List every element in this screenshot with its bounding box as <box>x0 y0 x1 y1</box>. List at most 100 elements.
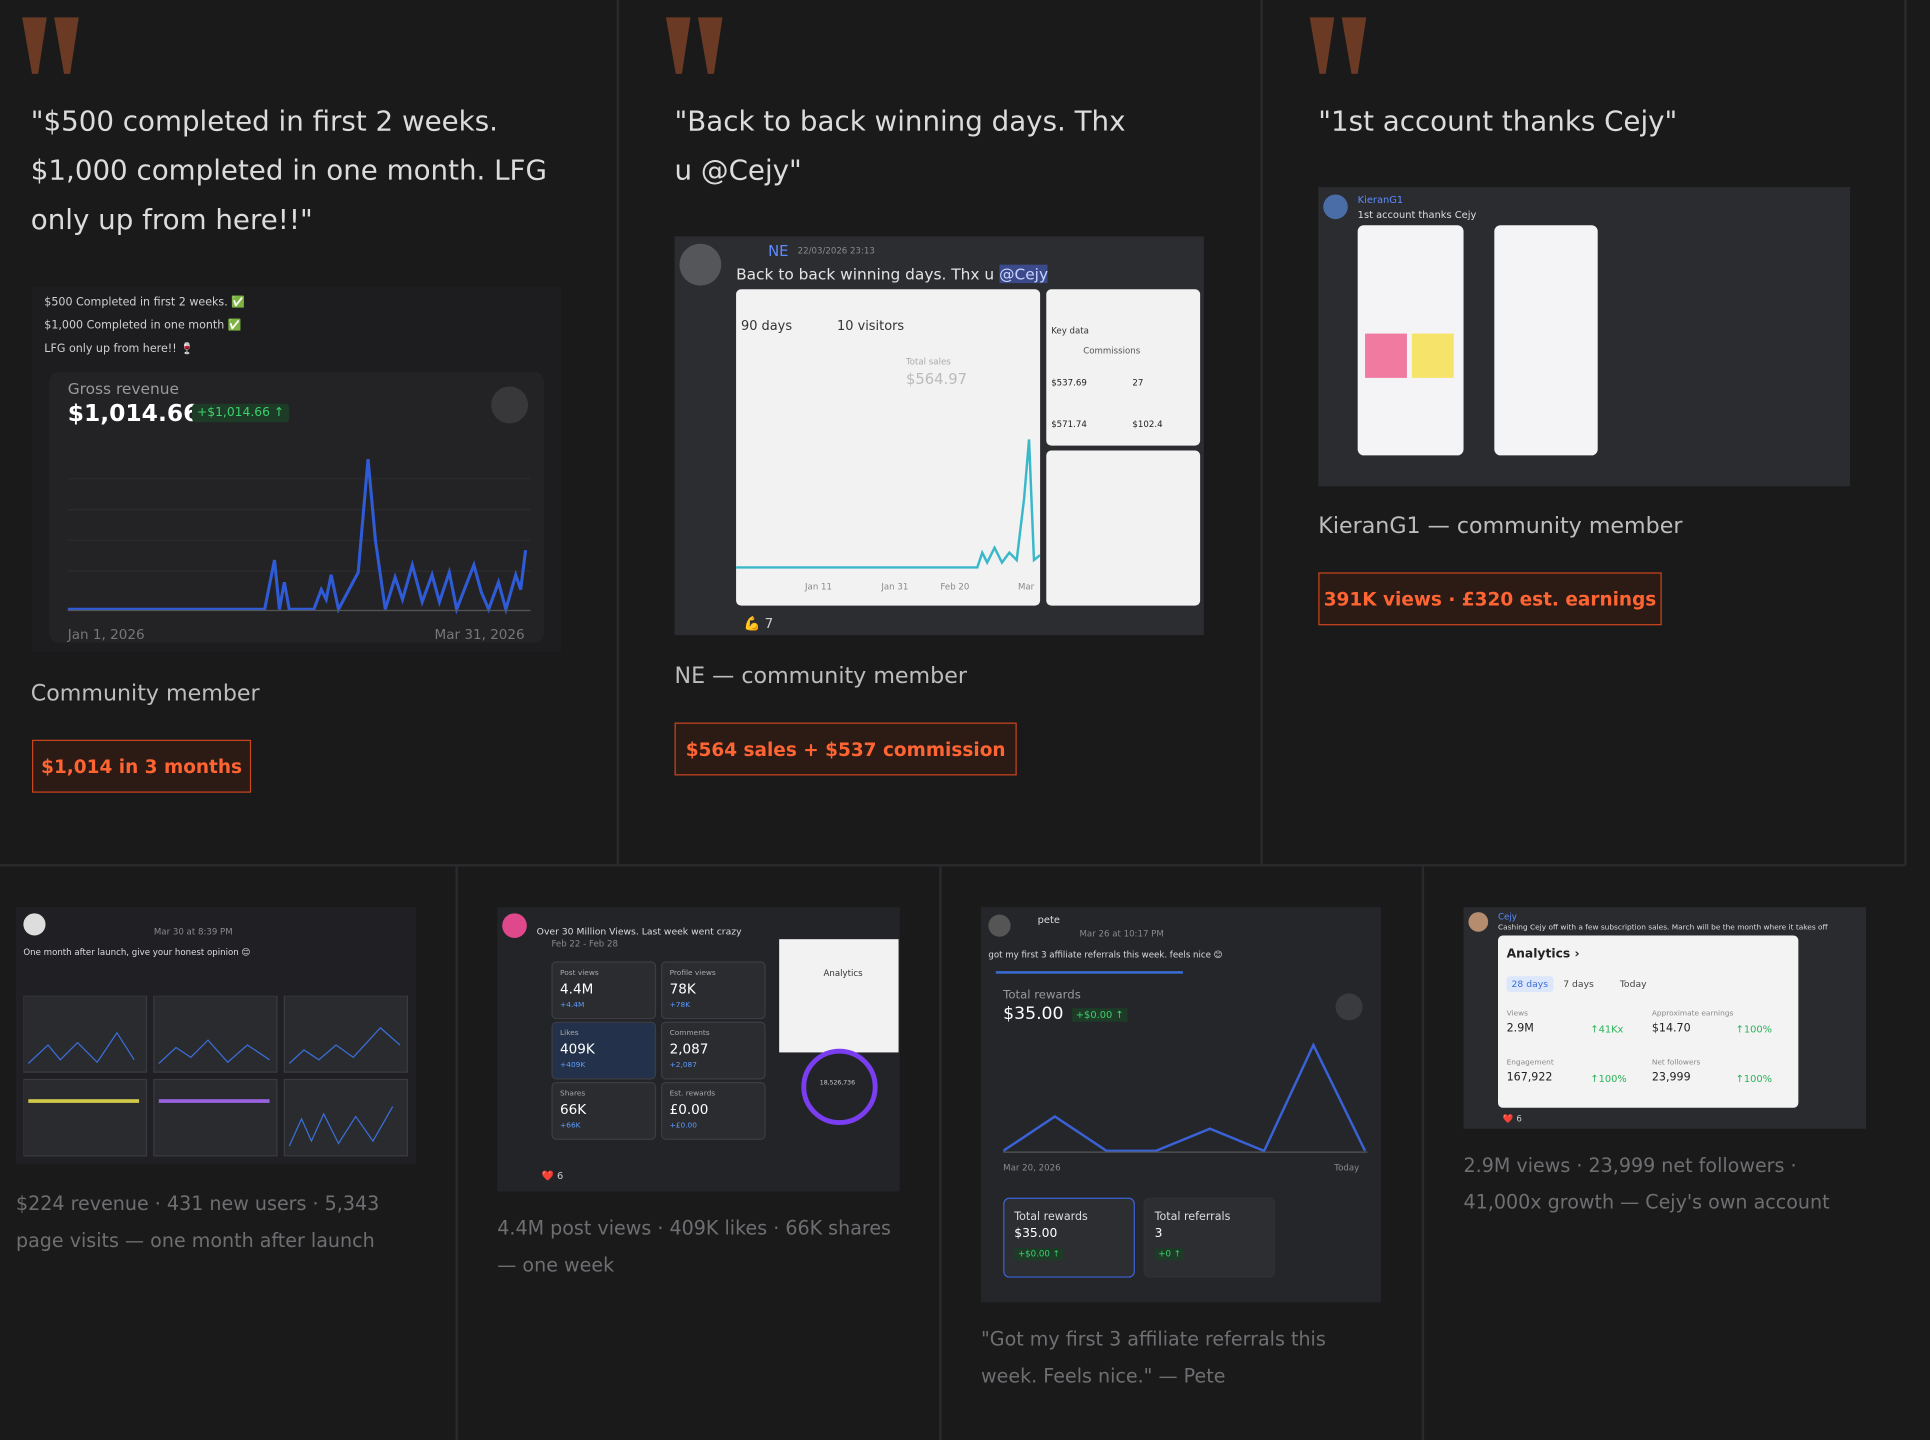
card: Total rewards $35.00 +$0.00 ↑ <box>1003 1197 1135 1278</box>
screenshot: KieranG1 1st account thanks Cejy <box>1318 187 1851 487</box>
text: LFG only up from here!! 🍷 <box>44 343 194 356</box>
delta: ↑100% <box>1735 1073 1772 1085</box>
tile: Est. rewards £0.00 +£0.00 <box>660 1081 766 1140</box>
screenshot: $500 Completed in first 2 weeks. ✅ $1,00… <box>32 286 562 653</box>
value: 4.4M <box>560 981 594 998</box>
delta: +0 ↑ <box>1154 1248 1185 1261</box>
badge: $1,014 in 3 months <box>32 739 252 793</box>
value: $14.70 <box>1651 1022 1691 1036</box>
label: Key data <box>1051 326 1089 337</box>
tab: 28 days <box>1506 976 1553 993</box>
time: 22/03/2026 23:13 <box>797 246 875 257</box>
value: $35.00 <box>1003 1004 1064 1025</box>
delta: +$1,014.66 ↑ <box>192 403 290 423</box>
user: Cejy <box>1498 912 1517 922</box>
badge: $564 sales + $537 commission <box>674 722 1017 776</box>
avatar <box>1323 194 1348 220</box>
divider <box>455 865 458 1440</box>
phone-image <box>1357 225 1464 456</box>
count: 6 <box>557 1170 564 1182</box>
badge: 391K views · £320 est. earnings <box>1318 572 1662 626</box>
tile: Comments 2,087 +2,087 <box>660 1021 766 1080</box>
avatar <box>502 913 527 938</box>
value: 2,087 <box>669 1041 709 1058</box>
message: Cashing Cejy off with a few subscription… <box>1498 923 1828 932</box>
sticker <box>1411 333 1454 378</box>
tile: Likes 409K +409K <box>551 1021 657 1080</box>
reactions: ❤️ 6 <box>1502 1113 1522 1124</box>
reactions: ❤️ 6 <box>541 1170 564 1182</box>
tile: Shares 66K +66K <box>551 1081 657 1140</box>
visitors: 10 visitors <box>837 318 905 334</box>
label: Comments <box>669 1029 710 1038</box>
quote-mark <box>22 17 79 74</box>
x-label: Jan 11 <box>805 582 833 593</box>
caption: 2.9M views · 23,999 net followers · 41,0… <box>1463 1154 1830 1214</box>
ring-value: 18,526,736 <box>819 1079 856 1087</box>
label: Total rewards <box>1014 1211 1088 1224</box>
caption: $224 revenue · 431 new users · 5,343 pag… <box>16 1192 380 1252</box>
delta: +2,087 <box>669 1061 697 1070</box>
text: $500 Completed in first 2 weeks. ✅ <box>44 296 246 309</box>
delta: +$0.00 ↑ <box>1014 1248 1064 1261</box>
avatar <box>988 914 1011 937</box>
value: $1,014.66 <box>67 400 200 428</box>
label: Total rewards <box>1003 988 1081 1002</box>
screenshot: Mar 30 at 8:39 PM One month after launch… <box>16 907 417 1165</box>
screenshot: NE 22/03/2026 23:13 Back to back winning… <box>674 236 1204 636</box>
delta: +78K <box>669 1000 691 1010</box>
label: Approximate earnings <box>1651 1009 1734 1018</box>
quote-mark <box>665 17 723 74</box>
value: 3 <box>1154 1227 1163 1241</box>
date: Today <box>1334 1163 1360 1174</box>
label: Gross revenue <box>67 379 179 398</box>
date: Jan 1, 2026 <box>67 626 145 643</box>
text: Back to back winning days. Thx u <box>736 264 995 284</box>
value: 167,922 <box>1506 1072 1553 1085</box>
author: Community member <box>30 680 260 707</box>
delta: ↑100% <box>1590 1073 1627 1085</box>
label: Net followers <box>1651 1058 1701 1068</box>
panel: Analytics › 28 days 7 days Today Views 2.9M ↑… <box>1498 935 1799 1108</box>
avatar <box>23 913 46 936</box>
x-label: Feb 20 <box>940 582 970 593</box>
sticker <box>1365 333 1407 378</box>
value: $537.69 <box>1051 377 1087 388</box>
value: 66K <box>560 1101 587 1118</box>
value: 2.9M <box>1506 1022 1534 1036</box>
divider <box>616 0 620 866</box>
range: Feb 22 - Feb 28 <box>551 939 618 950</box>
delta: +409K <box>560 1061 586 1070</box>
screenshot: pete Mar 26 at 10:17 PM got my first 3 a… <box>981 907 1382 1303</box>
tile: Profile views 78K +78K <box>660 961 766 1020</box>
value: $102.4 <box>1132 419 1163 430</box>
mention: @Cejy <box>999 264 1049 284</box>
delta: +66K <box>560 1121 581 1130</box>
user: pete <box>1037 914 1060 926</box>
date: Mar 20, 2026 <box>1003 1163 1061 1174</box>
value: 409K <box>560 1041 595 1058</box>
label: Est. rewards <box>669 1089 716 1098</box>
panel: Analytics <box>779 939 899 1053</box>
label: Total sales <box>905 356 951 367</box>
label: Views <box>1506 1009 1529 1018</box>
value: 27 <box>1132 377 1144 388</box>
value: £0.00 <box>669 1101 709 1118</box>
user: KieranG1 <box>1357 194 1404 206</box>
caption: "Got my first 3 affiliate referrals this… <box>981 1328 1326 1388</box>
tab: Today <box>1619 978 1647 990</box>
message: got my first 3 affiliate referrals this … <box>988 950 1223 961</box>
tile: Post views 4.4M +4.4M <box>551 961 657 1020</box>
value: $564.97 <box>905 370 968 388</box>
quote: "1st account thanks Cejy" <box>1318 105 1678 138</box>
x-label: Jan 31 <box>881 582 909 593</box>
message: 1st account thanks Cejy <box>1357 209 1477 221</box>
delta: +4.4M <box>560 1000 585 1010</box>
panel <box>1046 450 1201 606</box>
label: Commissions <box>1083 345 1141 356</box>
tab-underline <box>995 971 1183 974</box>
avatar <box>679 243 722 286</box>
value: $35.00 <box>1014 1227 1058 1241</box>
